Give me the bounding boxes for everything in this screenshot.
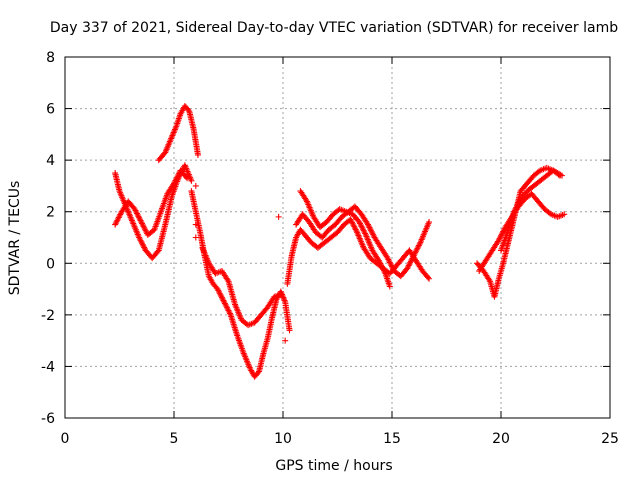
- data-point: [282, 337, 289, 344]
- x-tick-label: 0: [61, 431, 70, 447]
- data-point: [226, 310, 233, 317]
- data-point: [353, 227, 360, 234]
- data-point: [184, 175, 191, 182]
- data-point: [192, 221, 199, 228]
- data-point: [192, 182, 199, 189]
- y-tick-label: -4: [41, 359, 55, 375]
- y-tick-label: -2: [41, 308, 55, 324]
- series-outliers: [192, 182, 289, 344]
- data-point: [275, 213, 282, 220]
- data-points: [112, 102, 568, 380]
- series-track-3: [155, 102, 201, 164]
- data-point: [561, 211, 568, 218]
- chart-title: Day 337 of 2021, Sidereal Day-to-day VTE…: [50, 20, 618, 36]
- data-point: [416, 241, 423, 248]
- axis-ticks: [64, 56, 611, 419]
- data-point: [277, 291, 284, 298]
- x-tick-label: 10: [274, 431, 292, 447]
- data-point: [559, 172, 566, 179]
- series-track-10: [476, 190, 568, 275]
- x-tick-label: 5: [170, 431, 179, 447]
- data-point: [426, 275, 433, 282]
- y-tick-label: 0: [46, 256, 55, 272]
- x-tick-label: 25: [601, 431, 619, 447]
- series-track-11: [498, 167, 566, 254]
- data-point: [154, 248, 161, 255]
- data-point: [386, 283, 393, 290]
- y-axis-label: SDTVAR / TECUs: [7, 181, 23, 296]
- y-tick-label: 4: [46, 153, 55, 169]
- data-point: [362, 230, 369, 237]
- data-point: [381, 269, 388, 276]
- data-point: [426, 219, 433, 226]
- grid-lines: [65, 57, 610, 418]
- y-tick-label: -6: [41, 411, 55, 427]
- data-point: [188, 177, 195, 184]
- x-tick-label: 20: [492, 431, 510, 447]
- y-tick-label: 2: [46, 205, 55, 221]
- data-point: [182, 173, 189, 180]
- y-tick-label: 6: [46, 102, 55, 118]
- data-point: [286, 327, 293, 334]
- series-track-9: [474, 164, 563, 300]
- y-tick-label: 8: [46, 50, 55, 66]
- data-point: [192, 234, 199, 241]
- data-point: [194, 151, 201, 158]
- series-track-8: [297, 188, 393, 290]
- series-track-2: [112, 167, 191, 238]
- x-axis-label: GPS time / hours: [275, 458, 392, 474]
- data-point: [424, 274, 431, 281]
- series-track-5: [199, 244, 284, 329]
- series-track-6: [284, 216, 433, 287]
- axis-tick-labels: 0 5 10 15 20 25 -6 -4 -2 0 2 4 6 8: [41, 50, 619, 447]
- x-tick-label: 15: [383, 431, 401, 447]
- plot-frame: [64, 56, 611, 419]
